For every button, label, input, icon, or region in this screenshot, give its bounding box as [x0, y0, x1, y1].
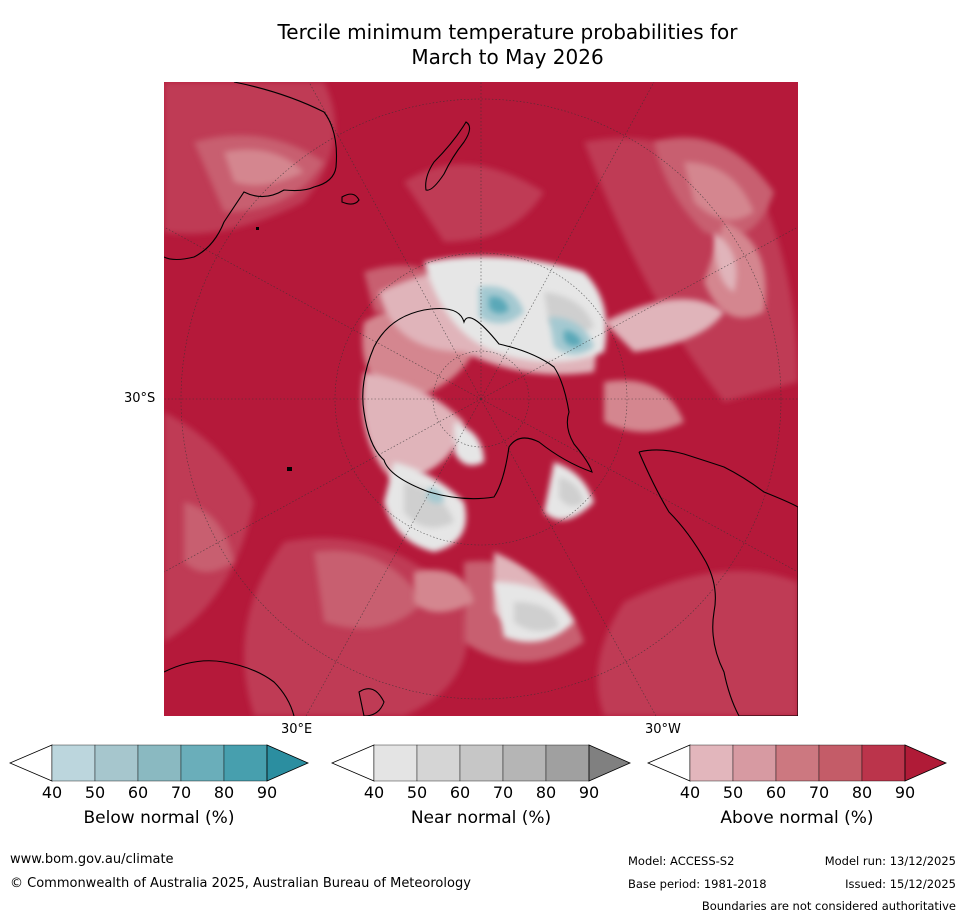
colorbar-segment: [818, 744, 863, 782]
colorbar-segment: [223, 744, 268, 782]
madagascar-coast: [358, 688, 385, 716]
colorbar-segment: [180, 744, 225, 782]
model-name: Model: ACCESS-S2: [628, 854, 735, 868]
latitude-label: 30°S: [124, 391, 156, 406]
colorbar-graphic: [330, 744, 631, 782]
near-normal-label: Near normal (%): [410, 808, 552, 828]
colorbar-tick-label: 60: [127, 783, 149, 802]
colorbar-segment: [137, 744, 182, 782]
colorbar-tick-label: 40: [363, 783, 385, 802]
coastlines: [164, 82, 798, 716]
colorbar-tick-label: 40: [679, 783, 701, 802]
colorbar-tick-label: 90: [894, 783, 916, 802]
colorbar-tick-label: 90: [578, 783, 600, 802]
colorbar-extend-high: [904, 744, 947, 782]
graticule: [164, 82, 798, 716]
colorbar-extend-high: [266, 744, 309, 782]
colorbar-extend-low: [330, 744, 375, 782]
colorbar-segment: [545, 744, 590, 782]
near-normal-colorbar: [330, 743, 631, 783]
colorbar-tick-label: 50: [84, 783, 106, 802]
probability-map[interactable]: [164, 82, 798, 716]
model-run: Model run: 13/12/2025: [824, 854, 956, 868]
colorbar-extend-high: [588, 744, 631, 782]
colorbar-graphic: [8, 744, 309, 782]
longitude-label-west: 30°W: [645, 722, 681, 737]
colorbar-segment: [775, 744, 820, 782]
above-normal-label: Above normal (%): [720, 808, 874, 828]
colorbar-segment: [51, 744, 96, 782]
colorbar-tick-label: 50: [406, 783, 428, 802]
colorbar-segment: [502, 744, 547, 782]
colorbar-segment: [732, 744, 777, 782]
longitude-label-east: 30°E: [281, 722, 313, 737]
colorbar-segment: [459, 744, 504, 782]
colorbar-tick-label: 70: [492, 783, 514, 802]
colorbar-extend-low: [8, 744, 53, 782]
colorbar-segment: [416, 744, 461, 782]
colorbar-tick-label: 70: [808, 783, 830, 802]
map-canvas: [164, 82, 798, 716]
colorbar-segment: [861, 744, 906, 782]
new-zealand-coast: [425, 121, 471, 191]
africa-coast: [164, 660, 295, 716]
australia-coast: [164, 82, 338, 261]
tasmania-coast: [341, 193, 360, 205]
south-america-coast: [638, 449, 798, 716]
title-line-1: Tercile minimum temperature probabilitie…: [277, 20, 738, 44]
colorbar-segment: [689, 744, 734, 782]
colorbar-tick-label: 40: [41, 783, 63, 802]
title-line-2: March to May 2026: [411, 45, 604, 69]
copyright: © Commonwealth of Australia 2025, Austra…: [10, 876, 471, 891]
colorbar-tick-label: 60: [765, 783, 787, 802]
below-normal-label: Below normal (%): [83, 808, 235, 828]
issued-date: Issued: 15/12/2025: [845, 877, 956, 891]
colorbar-segment: [373, 744, 418, 782]
colorbar-tick-label: 80: [213, 783, 235, 802]
above-normal-colorbar: [646, 743, 947, 783]
colorbar-graphic: [646, 744, 947, 782]
website-link[interactable]: www.bom.gov.au/climate: [10, 852, 174, 867]
base-period: Base period: 1981-2018: [628, 877, 767, 891]
colorbar-tick-label: 80: [535, 783, 557, 802]
colorbar-tick-label: 60: [449, 783, 471, 802]
colorbar-extend-low: [646, 744, 691, 782]
colorbar-tick-label: 50: [722, 783, 744, 802]
map-title: Tercile minimum temperature probabilitie…: [0, 20, 965, 70]
below-normal-strong-areas: [489, 296, 582, 347]
below-normal-colorbar: [8, 743, 309, 783]
colorbar-tick-label: 80: [851, 783, 873, 802]
islands: [256, 227, 292, 471]
colorbar-tick-label: 90: [256, 783, 278, 802]
antarctica-coast: [362, 307, 593, 500]
colorbar-tick-label: 70: [170, 783, 192, 802]
boundary-disclaimer: Boundaries are not considered authoritat…: [701, 899, 956, 913]
colorbar-segment: [94, 744, 139, 782]
